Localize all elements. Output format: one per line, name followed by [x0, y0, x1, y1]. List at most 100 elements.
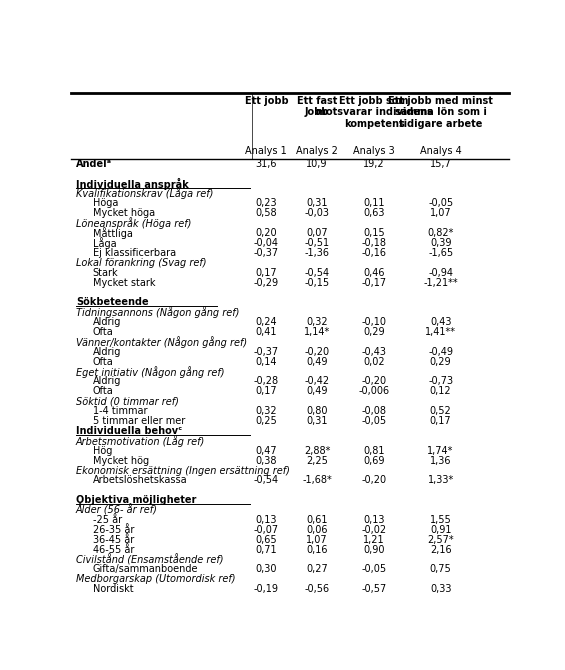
Text: Andelᵃ: Andelᵃ	[76, 159, 112, 169]
Text: -0,16: -0,16	[362, 248, 386, 258]
Text: 0,43: 0,43	[430, 317, 451, 327]
Text: -0,29: -0,29	[254, 277, 279, 287]
Text: -0,43: -0,43	[362, 347, 386, 357]
Text: -0,73: -0,73	[428, 377, 453, 387]
Text: 0,25: 0,25	[255, 416, 277, 426]
Text: -0,54: -0,54	[254, 476, 279, 486]
Text: 0,82*: 0,82*	[428, 228, 454, 238]
Text: 10,9: 10,9	[306, 159, 328, 169]
Text: -0,54: -0,54	[305, 267, 330, 277]
Text: Gifta/sammanboende: Gifta/sammanboende	[93, 565, 198, 574]
Text: 0,24: 0,24	[255, 317, 277, 327]
Text: Tidningsannons (Någon gång ref): Tidningsannons (Någon gång ref)	[76, 306, 239, 318]
Text: -0,42: -0,42	[305, 377, 330, 387]
Text: 0,41: 0,41	[255, 327, 277, 337]
Text: Ofta: Ofta	[93, 356, 113, 366]
Text: -0,94: -0,94	[428, 267, 453, 277]
Text: Aldrig: Aldrig	[93, 347, 121, 357]
Text: Individuella anspråk: Individuella anspråk	[76, 178, 189, 190]
Text: -0,10: -0,10	[362, 317, 386, 327]
Text: 1,55: 1,55	[430, 515, 451, 525]
Text: 0,47: 0,47	[255, 446, 277, 456]
Text: Ett fast
Jobb: Ett fast Jobb	[297, 96, 337, 117]
Text: Objektiva möjligheter: Objektiva möjligheter	[76, 495, 196, 505]
Text: Mycket stark: Mycket stark	[93, 277, 155, 287]
Text: -0,006: -0,006	[359, 387, 390, 397]
Text: Aldrig: Aldrig	[93, 377, 121, 387]
Text: Ett jobb som
motsvarar individens
kompetens: Ett jobb som motsvarar individens kompet…	[316, 96, 432, 129]
Text: 0,75: 0,75	[430, 565, 451, 574]
Text: 1,07: 1,07	[430, 208, 451, 218]
Text: Måttliga: Måttliga	[93, 227, 132, 239]
Text: Analys 1: Analys 1	[245, 145, 287, 155]
Text: 1-4 timmar: 1-4 timmar	[93, 406, 147, 416]
Text: -0,17: -0,17	[362, 277, 386, 287]
Text: -0,05: -0,05	[428, 198, 453, 208]
Text: 0,31: 0,31	[306, 416, 328, 426]
Text: 0,32: 0,32	[306, 317, 328, 327]
Text: Eget initiativ (Någon gång ref): Eget initiativ (Någon gång ref)	[76, 366, 224, 377]
Text: -0,28: -0,28	[254, 377, 279, 387]
Text: -0,05: -0,05	[362, 565, 386, 574]
Text: Låga: Låga	[93, 237, 116, 249]
Text: 2,25: 2,25	[306, 456, 328, 466]
Text: Löneanspråk (Höga ref): Löneanspråk (Höga ref)	[76, 217, 192, 229]
Text: Arbetslöshetskassa: Arbetslöshetskassa	[93, 476, 187, 486]
Text: 0,16: 0,16	[306, 545, 328, 555]
Text: Ofta: Ofta	[93, 327, 113, 337]
Text: 0,69: 0,69	[363, 456, 385, 466]
Text: 0,63: 0,63	[363, 208, 385, 218]
Text: Ett jobb: Ett jobb	[245, 96, 288, 106]
Text: Arbetsmotivation (Låg ref): Arbetsmotivation (Låg ref)	[76, 435, 205, 447]
Text: -0,19: -0,19	[254, 584, 279, 594]
Text: 2,57*: 2,57*	[427, 535, 454, 545]
Text: 0,27: 0,27	[306, 565, 328, 574]
Text: Vänner/kontakter (Någon gång ref): Vänner/kontakter (Någon gång ref)	[76, 336, 247, 348]
Text: 46-55 år: 46-55 år	[93, 545, 134, 555]
Text: 26-35 år: 26-35 år	[93, 525, 134, 535]
Text: 0,38: 0,38	[255, 456, 277, 466]
Text: 2,88*: 2,88*	[304, 446, 331, 456]
Text: 0,91: 0,91	[430, 525, 451, 535]
Text: 1,41**: 1,41**	[425, 327, 456, 337]
Text: 0,29: 0,29	[363, 327, 385, 337]
Text: -1,65: -1,65	[428, 248, 453, 258]
Text: 0,07: 0,07	[306, 228, 328, 238]
Text: 0,23: 0,23	[255, 198, 277, 208]
Text: Analys 2: Analys 2	[296, 145, 338, 155]
Text: 0,14: 0,14	[255, 356, 277, 366]
Text: Analys 4: Analys 4	[420, 145, 462, 155]
Text: 0,20: 0,20	[255, 228, 277, 238]
Text: 0,90: 0,90	[363, 545, 385, 555]
Text: Kvalifikationskrav (Låga ref): Kvalifikationskrav (Låga ref)	[76, 188, 213, 200]
Text: 0,52: 0,52	[430, 406, 451, 416]
Text: -0,04: -0,04	[254, 238, 279, 248]
Text: Individuella behovᶜ: Individuella behovᶜ	[76, 426, 182, 436]
Text: 0,33: 0,33	[430, 584, 451, 594]
Text: 0,29: 0,29	[430, 356, 451, 366]
Text: 19,2: 19,2	[363, 159, 385, 169]
Text: 0,30: 0,30	[255, 565, 277, 574]
Text: Lokal förankring (Svag ref): Lokal förankring (Svag ref)	[76, 258, 206, 268]
Text: -0,37: -0,37	[254, 347, 279, 357]
Text: 0,02: 0,02	[363, 356, 385, 366]
Text: -0,20: -0,20	[362, 476, 386, 486]
Text: -1,68*: -1,68*	[302, 476, 332, 486]
Text: Ålder (56- år ref): Ålder (56- år ref)	[76, 505, 158, 516]
Text: 1,74*: 1,74*	[428, 446, 454, 456]
Text: Aldrig: Aldrig	[93, 317, 121, 327]
Text: -0,56: -0,56	[305, 584, 330, 594]
Text: Ekonomisk ersättning (Ingen ersättning ref): Ekonomisk ersättning (Ingen ersättning r…	[76, 466, 290, 476]
Text: 1,36: 1,36	[430, 456, 451, 466]
Text: 0,13: 0,13	[255, 515, 277, 525]
Text: 5 timmar eller mer: 5 timmar eller mer	[93, 416, 185, 426]
Text: -0,20: -0,20	[305, 347, 330, 357]
Text: -0,57: -0,57	[362, 584, 386, 594]
Text: Hög: Hög	[93, 446, 112, 456]
Text: Ej klassificerbara: Ej klassificerbara	[93, 248, 176, 258]
Text: 2,16: 2,16	[430, 545, 451, 555]
Text: -0,05: -0,05	[362, 416, 386, 426]
Text: 0,17: 0,17	[430, 416, 451, 426]
Text: -0,49: -0,49	[428, 347, 453, 357]
Text: -0,08: -0,08	[362, 406, 386, 416]
